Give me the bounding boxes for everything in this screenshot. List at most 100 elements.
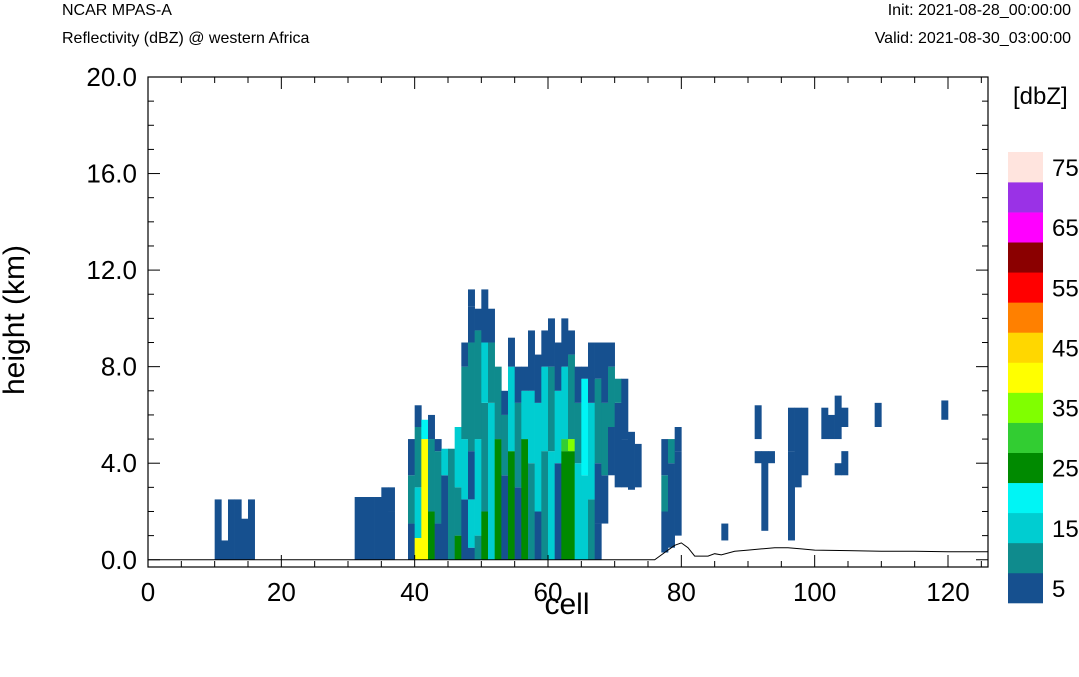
colorbar-swatch: [1008, 392, 1043, 423]
reflectivity-cell: [214, 499, 222, 560]
x-tick-label: 40: [400, 577, 429, 607]
reflectivity-cell: [494, 366, 502, 440]
reflectivity-cell: [428, 511, 435, 560]
reflectivity-cell: [248, 499, 255, 560]
reflectivity-cell: [841, 407, 849, 427]
reflectivity-cell: [634, 443, 642, 488]
colorbar-swatch: [1008, 242, 1043, 273]
reflectivity-cell: [554, 342, 562, 391]
reflectivity-cell: [788, 407, 795, 452]
reflectivity-cell: [534, 402, 542, 512]
colorbar-swatch: [1008, 302, 1043, 333]
plot-frame: [147, 76, 989, 568]
reflectivity-cell: [674, 451, 682, 536]
reflectivity-cell: [414, 538, 422, 560]
reflectivity-cell: [721, 523, 729, 541]
reflectivity-cell: [941, 400, 949, 420]
colorbar-tick-label: 25: [1052, 456, 1079, 483]
colorbar-tick-label: 5: [1052, 576, 1065, 603]
reflectivity-cell: [388, 487, 395, 512]
init-time: Init: 2021-08-28_00:00:00: [887, 2, 1071, 19]
reflectivity-cell: [661, 439, 669, 476]
reflectivity-cell: [454, 535, 462, 560]
reflectivity-cell: [828, 414, 835, 440]
reflectivity-cell: [581, 378, 589, 476]
reflectivity-cell: [548, 318, 555, 367]
reflectivity-cell: [568, 451, 575, 560]
colorbar-swatch: [1008, 542, 1043, 574]
colorbar-tick-label: 45: [1052, 335, 1079, 362]
colorbar-swatch: [1008, 332, 1043, 363]
reflectivity-cell: [481, 342, 489, 403]
reflectivity-cell: [514, 402, 522, 488]
colorbar-tick-label: 15: [1052, 516, 1079, 543]
y-tick-label: 16.0: [86, 159, 137, 189]
reflectivity-cell: [841, 451, 849, 476]
reflectivity-cell: [541, 330, 549, 367]
x-tick-label: 120: [926, 577, 969, 607]
reflectivity-cell: [468, 499, 475, 548]
colorbar-swatch: [1008, 272, 1043, 303]
reflectivity-cell: [568, 330, 575, 355]
y-tick-label: 8.0: [101, 352, 137, 382]
reflectivity-cell: [594, 342, 602, 379]
reflectivity-cell: [534, 354, 542, 403]
reflectivity-cell: [474, 308, 482, 331]
reflectivity-cell: [234, 499, 242, 560]
colorbar: [dbZ] 5 15 25 35 45 55 65 75: [1008, 83, 1079, 604]
reflectivity-cell: [834, 395, 842, 440]
colorbar-tick-label: 65: [1052, 215, 1079, 242]
reflectivity-cell: [821, 407, 829, 440]
colorbar-swatch: [1008, 422, 1043, 453]
reflectivity-cell: [461, 439, 469, 500]
valid-time: Valid: 2021-08-30_03:00:00: [874, 30, 1071, 47]
reflectivity-cell: [768, 451, 775, 464]
reflectivity-cell: [554, 463, 562, 560]
reflectivity-cell: [621, 439, 629, 488]
reflectivity-cell: [574, 463, 582, 560]
reflectivity-cell: [441, 448, 449, 476]
reflectivity-cell: [428, 414, 435, 440]
colorbar-swatch: [1008, 482, 1043, 514]
terrain-line: [148, 542, 988, 561]
reflectivity-cell: [468, 451, 475, 500]
reflectivity-cell: [468, 306, 475, 343]
y-tick-label: 0.0: [101, 545, 137, 575]
reflectivity-cell: [508, 451, 515, 560]
reflectivity-cell: [481, 511, 489, 560]
reflectivity-cell: [548, 366, 555, 452]
reflectivity-cell: [488, 308, 495, 343]
reflectivity-cell: [414, 427, 422, 488]
reflectivity-cell: [361, 497, 369, 560]
reflectivity-cell: [374, 497, 382, 560]
reflectivity-cell: [474, 439, 482, 536]
reflectivity-cell: [474, 330, 482, 440]
reflectivity-cell: [608, 342, 615, 367]
colorbar-title: [dbZ]: [1013, 83, 1068, 110]
reflectivity-cell: [514, 366, 522, 403]
reflectivity-cell: [381, 497, 389, 560]
colorbar-swatch: [1008, 362, 1043, 393]
reflectivity-cells: [214, 289, 949, 560]
reflectivity-cell: [528, 330, 535, 391]
reflectivity-cell: [674, 427, 682, 452]
reflectivity-cell: [668, 439, 675, 464]
reflectivity-cell: [588, 402, 595, 500]
reflectivity-cell: [481, 402, 489, 512]
reflectivity-cell: [468, 289, 475, 307]
model-title: NCAR MPAS-A: [62, 2, 172, 19]
reflectivity-cell: [521, 390, 529, 440]
colorbar-swatch: [1008, 512, 1043, 544]
reflectivity-cell: [461, 366, 469, 440]
reflectivity-cell: [388, 511, 395, 560]
reflectivity-cell: [441, 475, 449, 560]
x-tick-label: 60: [534, 577, 563, 607]
reflectivity-cell: [601, 342, 609, 403]
x-axis-label: cell: [544, 588, 589, 621]
reflectivity-cell: [408, 523, 415, 560]
reflectivity-cell: [601, 475, 609, 524]
axis-labels: cell height (km): [0, 245, 590, 621]
x-tick-label: 100: [793, 577, 836, 607]
reflectivity-cell: [628, 431, 635, 490]
